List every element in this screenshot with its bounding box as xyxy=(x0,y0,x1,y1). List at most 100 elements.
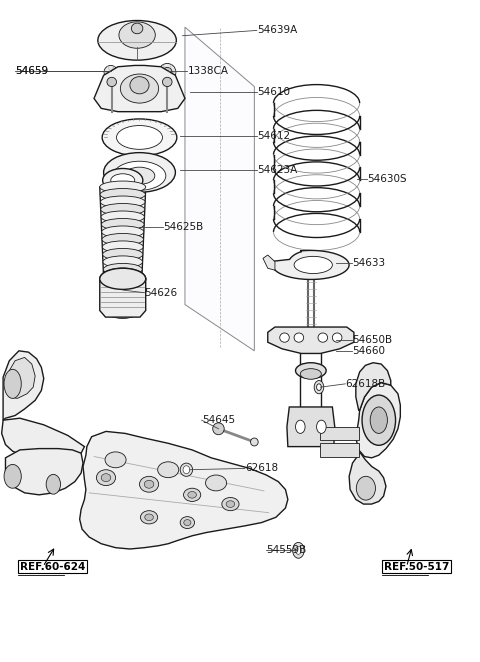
Ellipse shape xyxy=(183,489,201,501)
Ellipse shape xyxy=(106,303,140,318)
Text: 54626: 54626 xyxy=(144,288,178,298)
Polygon shape xyxy=(263,255,275,270)
Ellipse shape xyxy=(141,510,157,524)
Polygon shape xyxy=(1,418,84,458)
Ellipse shape xyxy=(300,369,322,379)
Ellipse shape xyxy=(314,381,324,394)
Ellipse shape xyxy=(280,333,289,342)
Ellipse shape xyxy=(158,64,176,81)
Ellipse shape xyxy=(103,169,143,192)
Polygon shape xyxy=(5,449,83,495)
Ellipse shape xyxy=(180,463,192,477)
Ellipse shape xyxy=(293,542,304,558)
Text: 54650B: 54650B xyxy=(352,334,393,345)
Ellipse shape xyxy=(101,474,111,482)
Ellipse shape xyxy=(103,263,142,275)
Ellipse shape xyxy=(102,119,177,156)
Ellipse shape xyxy=(104,271,142,283)
Ellipse shape xyxy=(104,153,175,192)
Text: 54660: 54660 xyxy=(352,346,385,355)
Polygon shape xyxy=(185,27,254,351)
Ellipse shape xyxy=(162,68,172,77)
Text: 54639A: 54639A xyxy=(257,25,297,36)
Ellipse shape xyxy=(4,465,21,489)
Ellipse shape xyxy=(100,196,145,208)
Polygon shape xyxy=(321,427,359,440)
Ellipse shape xyxy=(132,23,143,34)
Text: 54633: 54633 xyxy=(352,258,385,268)
Ellipse shape xyxy=(296,546,301,554)
Ellipse shape xyxy=(332,333,342,342)
Ellipse shape xyxy=(111,173,135,187)
Ellipse shape xyxy=(101,211,144,223)
Text: REF.60-624: REF.60-624 xyxy=(20,562,85,572)
Polygon shape xyxy=(273,250,349,279)
Ellipse shape xyxy=(98,21,176,60)
Ellipse shape xyxy=(180,516,194,528)
Ellipse shape xyxy=(96,470,116,486)
Ellipse shape xyxy=(105,452,126,468)
Ellipse shape xyxy=(101,218,144,230)
Text: 54625B: 54625B xyxy=(163,222,204,232)
Ellipse shape xyxy=(120,74,158,103)
Ellipse shape xyxy=(101,203,145,215)
Ellipse shape xyxy=(140,477,158,492)
Ellipse shape xyxy=(100,189,145,201)
Text: 54623A: 54623A xyxy=(257,166,297,175)
Text: 54612: 54612 xyxy=(257,131,290,141)
Ellipse shape xyxy=(318,333,327,342)
Ellipse shape xyxy=(188,491,196,498)
Ellipse shape xyxy=(294,256,332,273)
Polygon shape xyxy=(356,383,400,458)
Text: 62618B: 62618B xyxy=(345,379,385,389)
Ellipse shape xyxy=(124,167,155,184)
Polygon shape xyxy=(268,327,354,354)
Ellipse shape xyxy=(103,248,143,260)
Ellipse shape xyxy=(183,466,190,474)
Ellipse shape xyxy=(46,475,60,494)
Polygon shape xyxy=(349,453,386,504)
Ellipse shape xyxy=(130,77,149,94)
Ellipse shape xyxy=(362,395,396,446)
Ellipse shape xyxy=(251,438,258,446)
Ellipse shape xyxy=(296,420,305,434)
Ellipse shape xyxy=(100,181,146,193)
Ellipse shape xyxy=(205,475,227,491)
Polygon shape xyxy=(80,432,288,549)
Ellipse shape xyxy=(317,384,322,391)
Ellipse shape xyxy=(222,497,239,510)
Text: 54659: 54659 xyxy=(15,66,48,76)
Ellipse shape xyxy=(104,66,118,79)
Polygon shape xyxy=(100,279,146,317)
Polygon shape xyxy=(3,351,44,420)
Ellipse shape xyxy=(370,407,387,434)
Polygon shape xyxy=(356,363,391,410)
Ellipse shape xyxy=(107,77,117,87)
Text: 54630S: 54630S xyxy=(367,174,407,184)
Ellipse shape xyxy=(102,226,144,238)
Ellipse shape xyxy=(145,514,154,520)
Ellipse shape xyxy=(184,520,191,526)
Ellipse shape xyxy=(213,423,224,435)
Ellipse shape xyxy=(144,481,154,489)
Ellipse shape xyxy=(117,126,162,150)
Polygon shape xyxy=(287,407,335,447)
Ellipse shape xyxy=(4,369,21,399)
Ellipse shape xyxy=(100,268,146,289)
Ellipse shape xyxy=(102,241,143,253)
Text: REF.50-517: REF.50-517 xyxy=(384,562,449,572)
Ellipse shape xyxy=(294,333,304,342)
Ellipse shape xyxy=(162,77,172,87)
Ellipse shape xyxy=(157,462,179,478)
Ellipse shape xyxy=(113,162,166,190)
Ellipse shape xyxy=(356,477,375,500)
Ellipse shape xyxy=(100,268,146,289)
Ellipse shape xyxy=(226,500,235,507)
Polygon shape xyxy=(94,66,185,112)
Text: 1338CA: 1338CA xyxy=(187,66,228,76)
Polygon shape xyxy=(321,444,359,457)
Ellipse shape xyxy=(103,256,143,268)
Polygon shape xyxy=(9,357,35,399)
Text: 54645: 54645 xyxy=(202,415,235,425)
Ellipse shape xyxy=(296,363,326,379)
